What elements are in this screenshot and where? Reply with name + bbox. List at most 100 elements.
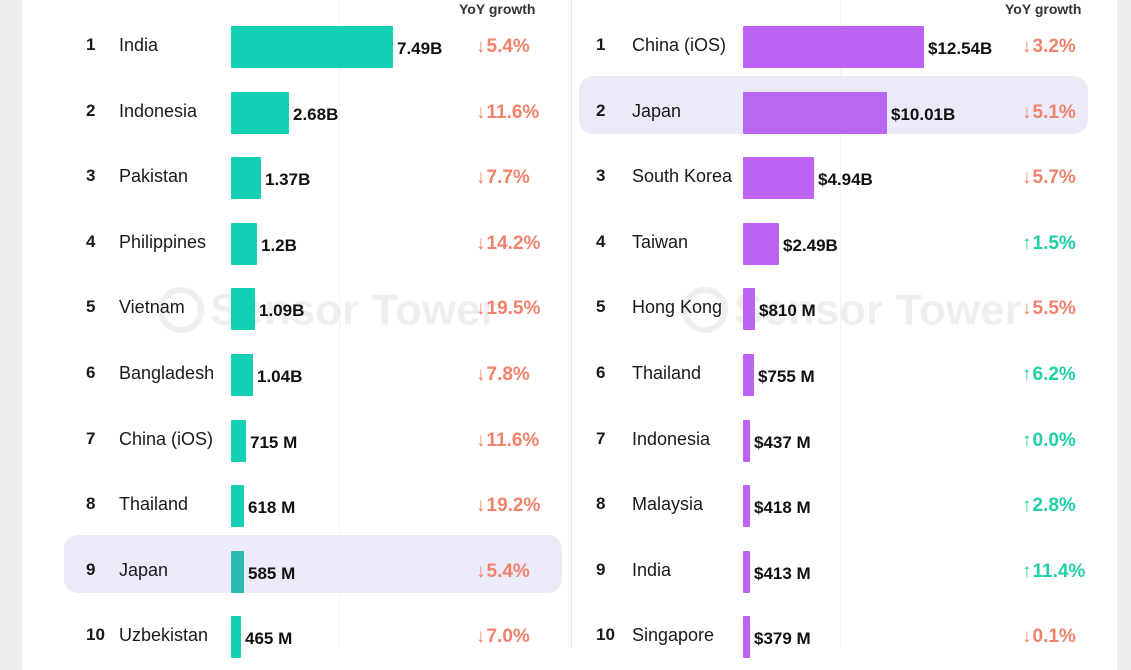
value-label: 715 M — [250, 432, 298, 452]
yoy-header-right: YoY growth — [1005, 1, 1082, 17]
value-label: $4.94B — [818, 170, 873, 190]
yoy-growth-value: ↓11.6% — [476, 102, 539, 124]
rank-number: 2 — [86, 100, 96, 120]
grid-line — [840, 0, 841, 648]
country-label: Thailand — [119, 494, 189, 515]
arrow-down-icon: ↓ — [1022, 36, 1032, 57]
yoy-header-left: YoY growth — [459, 1, 536, 17]
yoy-percent: 7.7% — [486, 167, 530, 189]
value-label: 2.68B — [293, 104, 339, 124]
bar — [231, 26, 393, 68]
value-label: $437 M — [754, 432, 811, 452]
value-label: 585 M — [248, 563, 296, 583]
country-label: Bangladesh — [119, 363, 215, 383]
arrow-up-icon: ↑ — [1022, 560, 1032, 582]
arrow-up-icon: ↑ — [1022, 429, 1032, 451]
rank-number: 6 — [596, 363, 606, 382]
highlight-row — [64, 534, 562, 593]
rank-number: 5 — [86, 297, 96, 317]
yoy-percent: 0.1% — [1032, 626, 1076, 648]
yoy-percent: 5.4% — [486, 560, 530, 582]
arrow-down-icon: ↓ — [476, 495, 486, 517]
value-label: $10.01B — [891, 104, 956, 124]
yoy-growth-value: ↓7.7% — [476, 167, 530, 189]
bar — [231, 288, 255, 331]
bar — [231, 157, 261, 200]
country-label: Uzbekistan — [119, 625, 209, 646]
bar — [743, 550, 750, 593]
value-label: 1.37B — [265, 170, 311, 190]
yoy-percent: 2.8% — [1032, 495, 1076, 517]
arrow-down-icon: ↓ — [1022, 167, 1032, 189]
bar — [743, 419, 750, 462]
grid-line — [339, 0, 340, 648]
arrow-down-icon: ↓ — [476, 298, 486, 320]
arrow-up-icon: ↑ — [1022, 495, 1032, 517]
yoy-growth-value: ↓5.7% — [1022, 167, 1076, 189]
value-label: $12.54B — [928, 39, 993, 58]
yoy-growth-value: ↓14.2% — [476, 233, 540, 255]
bar — [231, 222, 257, 265]
yoy-growth-value: ↓19.5% — [476, 298, 540, 320]
value-label: $413 M — [754, 563, 811, 583]
yoy-growth-value: ↑11.4% — [1022, 561, 1085, 583]
country-label: Japan — [119, 559, 169, 580]
bar — [743, 354, 754, 396]
country-label: Taiwan — [632, 231, 689, 252]
country-label: Philippines — [119, 231, 207, 252]
arrow-down-icon: ↓ — [476, 232, 486, 254]
bar — [743, 91, 887, 134]
value-label: 465 M — [245, 629, 293, 649]
yoy-percent: 0.0% — [1032, 429, 1076, 451]
value-label: $2.49B — [783, 235, 838, 255]
yoy-percent: 19.5% — [486, 298, 541, 320]
country-label: South Korea — [632, 166, 733, 187]
yoy-growth-value: ↓7.8% — [476, 364, 530, 386]
value-label: 7.49B — [397, 39, 443, 58]
value-label: 1.2B — [261, 235, 297, 255]
yoy-percent: 5.5% — [1032, 298, 1076, 320]
rank-number: 8 — [596, 494, 606, 514]
arrow-down-icon: ↓ — [476, 36, 486, 57]
yoy-percent: 11.6% — [486, 429, 540, 451]
arrow-up-icon: ↑ — [1022, 364, 1032, 385]
country-label: Japan — [632, 100, 682, 121]
country-label: Malaysia — [632, 494, 704, 515]
yoy-percent: 3.2% — [1032, 36, 1076, 57]
yoy-percent: 1.5% — [1032, 232, 1076, 254]
rank-number: 2 — [596, 100, 606, 120]
bar — [743, 222, 779, 265]
yoy-percent: 5.1% — [1032, 101, 1076, 123]
arrow-down-icon: ↓ — [476, 167, 486, 189]
bar — [743, 616, 750, 659]
arrow-down-icon: ↓ — [476, 560, 486, 582]
country-label: Indonesia — [632, 428, 711, 449]
rank-number: 3 — [596, 166, 606, 186]
bar — [231, 354, 253, 396]
country-label: Singapore — [632, 625, 715, 646]
bar — [231, 485, 244, 528]
yoy-percent: 11.4% — [1032, 560, 1086, 582]
value-label: $810 M — [759, 301, 816, 321]
country-label: Pakistan — [119, 166, 189, 187]
arrow-down-icon: ↓ — [476, 364, 486, 385]
yoy-growth-value: ↑0.0% — [1022, 430, 1076, 452]
yoy-growth-value: ↓3.2% — [1022, 36, 1076, 58]
country-label: India — [632, 559, 672, 580]
yoy-growth-value: ↑6.2% — [1022, 364, 1076, 386]
rank-number: 6 — [86, 363, 96, 382]
rank-number: 9 — [596, 559, 606, 579]
yoy-growth-value: ↓5.4% — [476, 36, 530, 58]
rank-number: 5 — [596, 297, 606, 317]
value-label: 1.04B — [257, 367, 303, 386]
rank-number: 9 — [86, 559, 96, 579]
value-label: 618 M — [248, 498, 296, 518]
bar — [743, 485, 750, 528]
yoy-percent: 5.4% — [486, 36, 530, 57]
arrow-down-icon: ↓ — [476, 429, 486, 451]
yoy-growth-value: ↓5.5% — [1022, 298, 1076, 320]
value-label: $418 M — [754, 498, 811, 518]
arrow-down-icon: ↓ — [1022, 101, 1032, 123]
arrow-down-icon: ↓ — [1022, 626, 1032, 648]
country-label: China (iOS) — [632, 35, 727, 55]
